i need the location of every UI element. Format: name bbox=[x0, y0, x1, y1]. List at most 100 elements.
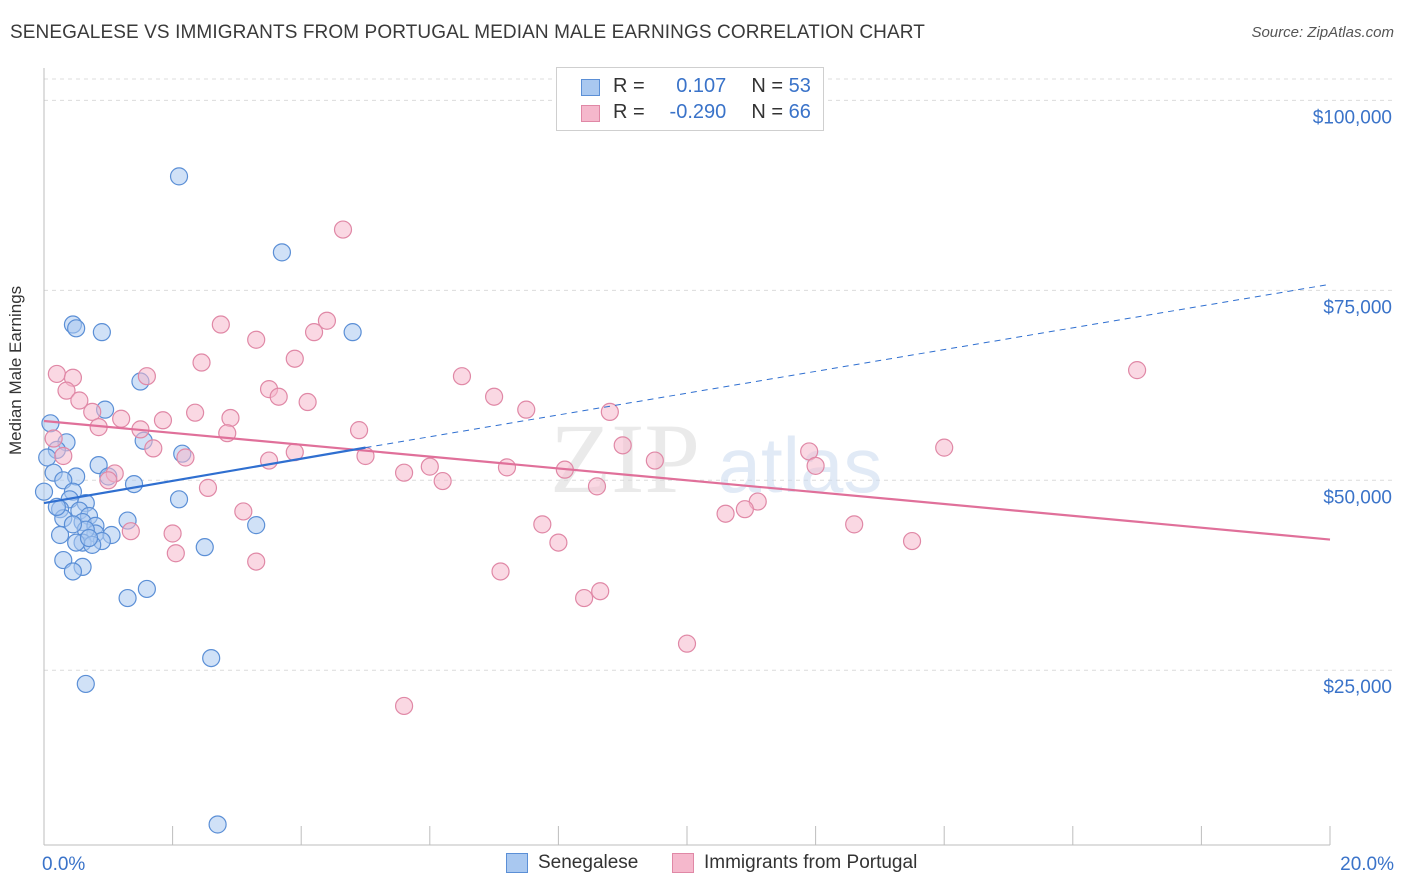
portugal-point bbox=[192, 353, 211, 372]
legend-n-value: 66 bbox=[788, 101, 811, 123]
y-tick-label: $25,000 bbox=[1323, 677, 1392, 698]
portugal-point bbox=[269, 387, 288, 406]
legend-n-value: 53 bbox=[788, 75, 811, 97]
grid-lines bbox=[44, 78, 1392, 671]
portugal-point bbox=[153, 411, 173, 430]
portugal-point bbox=[247, 330, 266, 349]
portugal-point bbox=[587, 477, 607, 496]
portugal-point bbox=[452, 367, 472, 386]
portugal-point bbox=[221, 408, 240, 428]
y-tick-label: $100,000 bbox=[1313, 107, 1392, 128]
senegalese-point bbox=[92, 323, 111, 342]
portugal-point bbox=[166, 544, 185, 563]
legend-n-label: N = bbox=[751, 75, 784, 97]
senegalese-point bbox=[169, 167, 189, 186]
watermark-zip: ZIP bbox=[550, 403, 700, 514]
portugal-point bbox=[304, 323, 324, 342]
senegalese-point bbox=[118, 588, 137, 608]
legend-n-label: N = bbox=[751, 101, 784, 123]
legend-swatch-senegalese bbox=[581, 79, 600, 96]
portugal-point bbox=[575, 588, 594, 608]
senegalese-point bbox=[343, 323, 362, 342]
legend-r-label: R = bbox=[613, 101, 645, 123]
portugal-point bbox=[613, 436, 632, 455]
portugal-point bbox=[247, 552, 266, 571]
portugal-point bbox=[121, 522, 140, 541]
portugal-point bbox=[902, 531, 922, 551]
watermark-atlas: atlas bbox=[718, 421, 883, 509]
portugal-points bbox=[44, 220, 1147, 716]
portugal-point bbox=[806, 456, 825, 475]
portugal-point bbox=[198, 478, 218, 497]
senegalese-point bbox=[67, 319, 86, 338]
y-tick-label: $50,000 bbox=[1323, 487, 1392, 508]
x-tick-label-min: 0.0% bbox=[42, 854, 85, 875]
portugal-point bbox=[549, 533, 568, 552]
senegalese-point bbox=[272, 243, 292, 262]
portugal-point bbox=[845, 515, 864, 534]
y-tick-label: $75,000 bbox=[1323, 297, 1392, 318]
portugal-trend-line bbox=[43, 419, 1331, 541]
portugal-point bbox=[47, 364, 66, 384]
senegalese-point bbox=[50, 525, 70, 545]
portugal-point bbox=[533, 515, 552, 534]
portugal-point bbox=[394, 696, 414, 716]
portugal-point bbox=[517, 400, 536, 419]
bottom-label-portugal: Immigrants from Portugal bbox=[704, 852, 918, 873]
portugal-point bbox=[54, 446, 73, 466]
senegalese-trend-extension bbox=[365, 283, 1331, 449]
legend-swatch-portugal bbox=[581, 105, 600, 122]
senegalese-point bbox=[208, 815, 227, 834]
senegalese-point bbox=[41, 414, 60, 433]
portugal-point bbox=[186, 403, 205, 422]
senegalese-point bbox=[63, 562, 83, 581]
portugal-point bbox=[333, 220, 353, 239]
portugal-point bbox=[645, 451, 664, 470]
portugal-point bbox=[44, 429, 63, 448]
portugal-point bbox=[163, 524, 182, 543]
portugal-point bbox=[298, 392, 317, 412]
portugal-point bbox=[600, 402, 619, 422]
senegalese-point bbox=[247, 516, 266, 535]
legend-text-portugal: R = -0.290 N = 66 bbox=[613, 101, 811, 124]
portugal-point bbox=[677, 634, 697, 653]
senegalese-point bbox=[137, 579, 156, 599]
legend-r-value: -0.290 bbox=[669, 101, 727, 123]
portugal-point bbox=[57, 381, 76, 400]
portugal-point bbox=[112, 409, 131, 428]
portugal-point bbox=[735, 500, 754, 519]
senegalese-point bbox=[76, 674, 95, 694]
portugal-point bbox=[234, 502, 253, 521]
portugal-point bbox=[491, 562, 510, 581]
bottom-label-senegalese: Senegalese bbox=[538, 852, 639, 873]
portugal-point bbox=[935, 438, 954, 457]
senegalese-point bbox=[34, 482, 54, 501]
trend-lines bbox=[43, 283, 1331, 541]
senegalese-point bbox=[63, 515, 83, 534]
senegalese-trend-line bbox=[43, 446, 366, 505]
senegalese-points bbox=[34, 167, 362, 834]
x-tick-label-max: 20.0% bbox=[1340, 854, 1394, 875]
portugal-point bbox=[285, 349, 304, 368]
portugal-point bbox=[70, 391, 89, 410]
portugal-point bbox=[716, 504, 735, 523]
tick-labels: $25,000 $50,000 $75,000 $100,000 0.0% 20.0% bbox=[42, 107, 1394, 875]
portugal-point bbox=[420, 457, 439, 476]
portugal-point bbox=[211, 315, 230, 334]
bottom-swatch-portugal bbox=[672, 853, 694, 873]
legend-r-value: 0.107 bbox=[676, 75, 727, 97]
portugal-point bbox=[137, 367, 156, 386]
portugal-point bbox=[83, 402, 102, 422]
portugal-point bbox=[433, 471, 452, 491]
portugal-point bbox=[144, 439, 163, 458]
portugal-point bbox=[317, 311, 337, 330]
portugal-point bbox=[591, 582, 610, 601]
y-axis-label: Median Male Earnings bbox=[6, 285, 25, 455]
senegalese-point bbox=[169, 490, 189, 509]
bottom-swatch-senegalese bbox=[506, 853, 528, 873]
senegalese-point bbox=[38, 448, 57, 467]
portugal-point bbox=[485, 387, 504, 406]
portugal-point bbox=[1127, 361, 1147, 380]
source-label: Source: ZipAtlas.com bbox=[1251, 24, 1394, 41]
